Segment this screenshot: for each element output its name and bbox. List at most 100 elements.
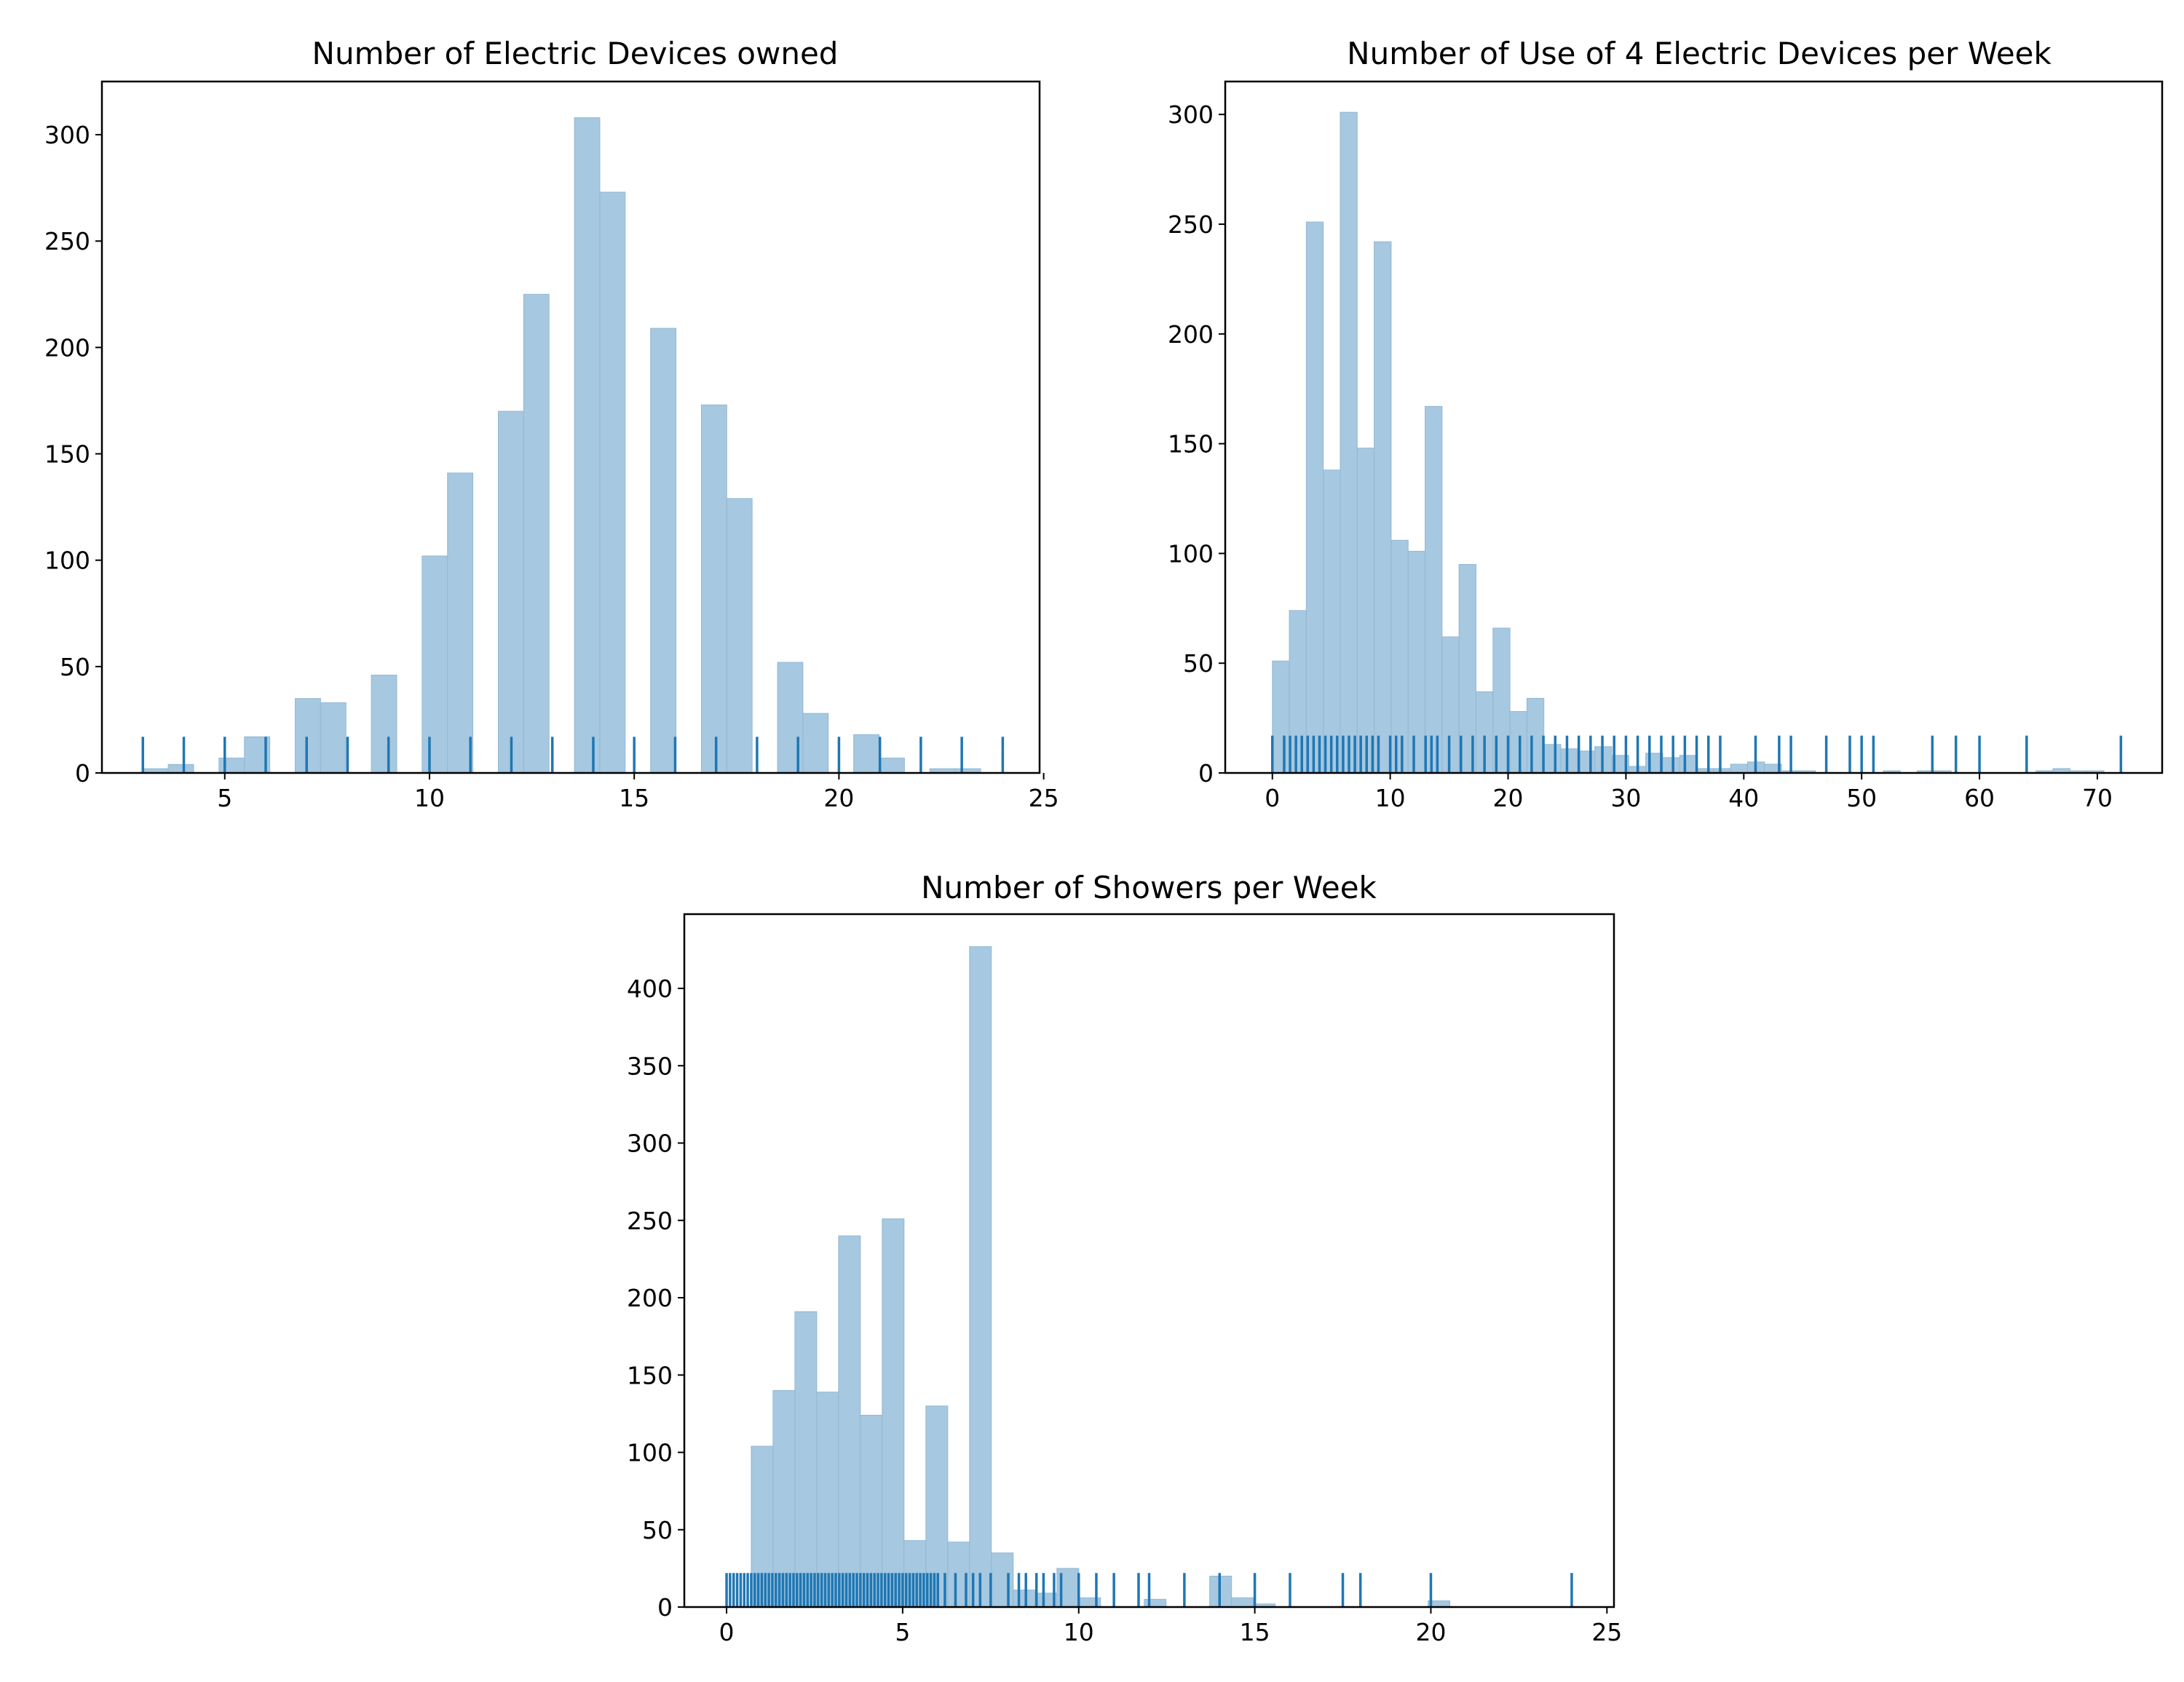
chart-title: Number of Electric Devices owned [312,36,839,71]
x-tick-label: 60 [1964,784,1995,812]
histogram-bar [1374,241,1392,774]
histogram-bars [751,946,1451,1608]
chart-showers-per-week: Number of Showers per Week 0 5 10 15 20 25050… [627,870,1622,1646]
histogram-bar [1305,221,1324,774]
x-tick-label: 10 [1375,784,1406,812]
y-tick-label: 50 [60,653,90,681]
y-tick-label: 400 [627,975,673,1003]
chart-electric-devices-owned: Number of Electric Devices owned 5 10 15 20… [44,36,1059,812]
y-tick-label: 0 [657,1593,673,1622]
y-tick-label: 300 [1168,100,1214,129]
y-tick-label: 0 [75,759,90,788]
histogram-bar [1231,1597,1254,1608]
histogram-bar [903,1540,927,1608]
histogram-bar [1543,744,1562,774]
histogram-bar [1441,636,1460,774]
y-tick-label: 150 [44,440,90,469]
histogram-bar [1526,697,1545,774]
histogram-bar [1390,539,1409,774]
histogram-bar [1679,755,1698,774]
x-tick-label: 20 [1493,784,1524,812]
histogram-bar [1730,763,1748,774]
histogram-bar [1013,1590,1036,1608]
x-tick-label: 25 [1029,784,1059,812]
histogram-bar [320,702,347,774]
x-tick-label: 70 [2082,784,2113,812]
histogram-bar [371,675,397,774]
histogram-bar [1577,750,1596,774]
histogram-bar [794,1311,818,1608]
y-tick-label: 50 [1183,649,1214,678]
x-tick-label: 40 [1728,784,1759,812]
axes-frame [100,80,1041,774]
y-tick-label: 200 [627,1284,673,1312]
histogram-bar [700,404,727,774]
chart-electric-device-use-per-week: Number of Use of 4 Electric Devices per … [1168,36,2164,812]
histogram-bars [1272,111,2105,774]
x-tick-label: 15 [1240,1618,1270,1646]
histogram-bar [422,555,448,774]
histogram-bar [882,1218,905,1608]
y-tick-label: 150 [1168,430,1214,459]
y-tick-label: 150 [627,1361,673,1389]
x-tick-label: 20 [823,784,854,812]
histogram-bar [497,410,524,774]
histogram-bar [218,758,245,774]
y-tick-label: 250 [44,227,90,255]
histogram-bar [1323,469,1341,774]
histogram-bar [574,117,601,774]
rug-marks [725,1573,1573,1607]
y-tick-label: 350 [627,1052,673,1080]
histogram-bar [1509,711,1527,774]
y-tick-label: 100 [44,547,90,575]
x-tick-label: 5 [895,1618,910,1646]
histogram-bar [1289,610,1307,774]
y-tick-label: 100 [1168,539,1214,568]
histogram-bar [650,328,677,774]
axes-frame [683,913,1615,1608]
y-tick-label: 300 [44,121,90,149]
y-tick-label: 50 [642,1516,673,1544]
x-tick-label: 30 [1610,784,1641,812]
histogram-bar [802,713,829,774]
histogram-bar [1340,111,1358,774]
y-tick-label: 250 [627,1207,673,1235]
histogram-bars [142,117,981,774]
x-tick-label: 0 [719,1618,735,1646]
histogram-bar [1425,405,1443,774]
histogram-bar [838,1235,861,1608]
rug-marks [141,737,1005,773]
x-tick-label: 50 [1846,784,1877,812]
histogram-bar [991,1552,1014,1608]
y-tick-label: 100 [627,1439,673,1467]
rug-marks [1271,735,2123,773]
x-tick-label: 10 [1064,1618,1094,1646]
histogram-bar [1272,660,1290,774]
histogram-bar [726,498,753,774]
histogram-bar [1356,448,1375,774]
y-tick-label: 300 [627,1130,673,1158]
chart-title: Number of Showers per Week [921,870,1377,905]
x-tick-label: 5 [217,784,232,812]
histogram-bar [447,472,474,774]
axes-frame [1224,80,2164,774]
histogram-bar [853,734,880,774]
x-tick-label: 10 [414,784,445,812]
chart-title: Number of Use of 4 Electric Devices per … [1347,36,2052,71]
x-tick-label: 0 [1265,784,1280,812]
histogram-bar [167,763,194,774]
histogram-bar [1560,748,1578,774]
histogram-bar [1144,1598,1167,1608]
x-tick-label: 25 [1591,1618,1622,1646]
y-tick-label: 200 [1168,320,1214,349]
histogram-bar [879,758,905,774]
histogram-bar [523,293,550,774]
y-tick-label: 0 [1198,759,1214,788]
x-tick-label: 20 [1415,1618,1446,1646]
histogram-bar [1662,757,1680,774]
x-tick-label: 15 [619,784,649,812]
